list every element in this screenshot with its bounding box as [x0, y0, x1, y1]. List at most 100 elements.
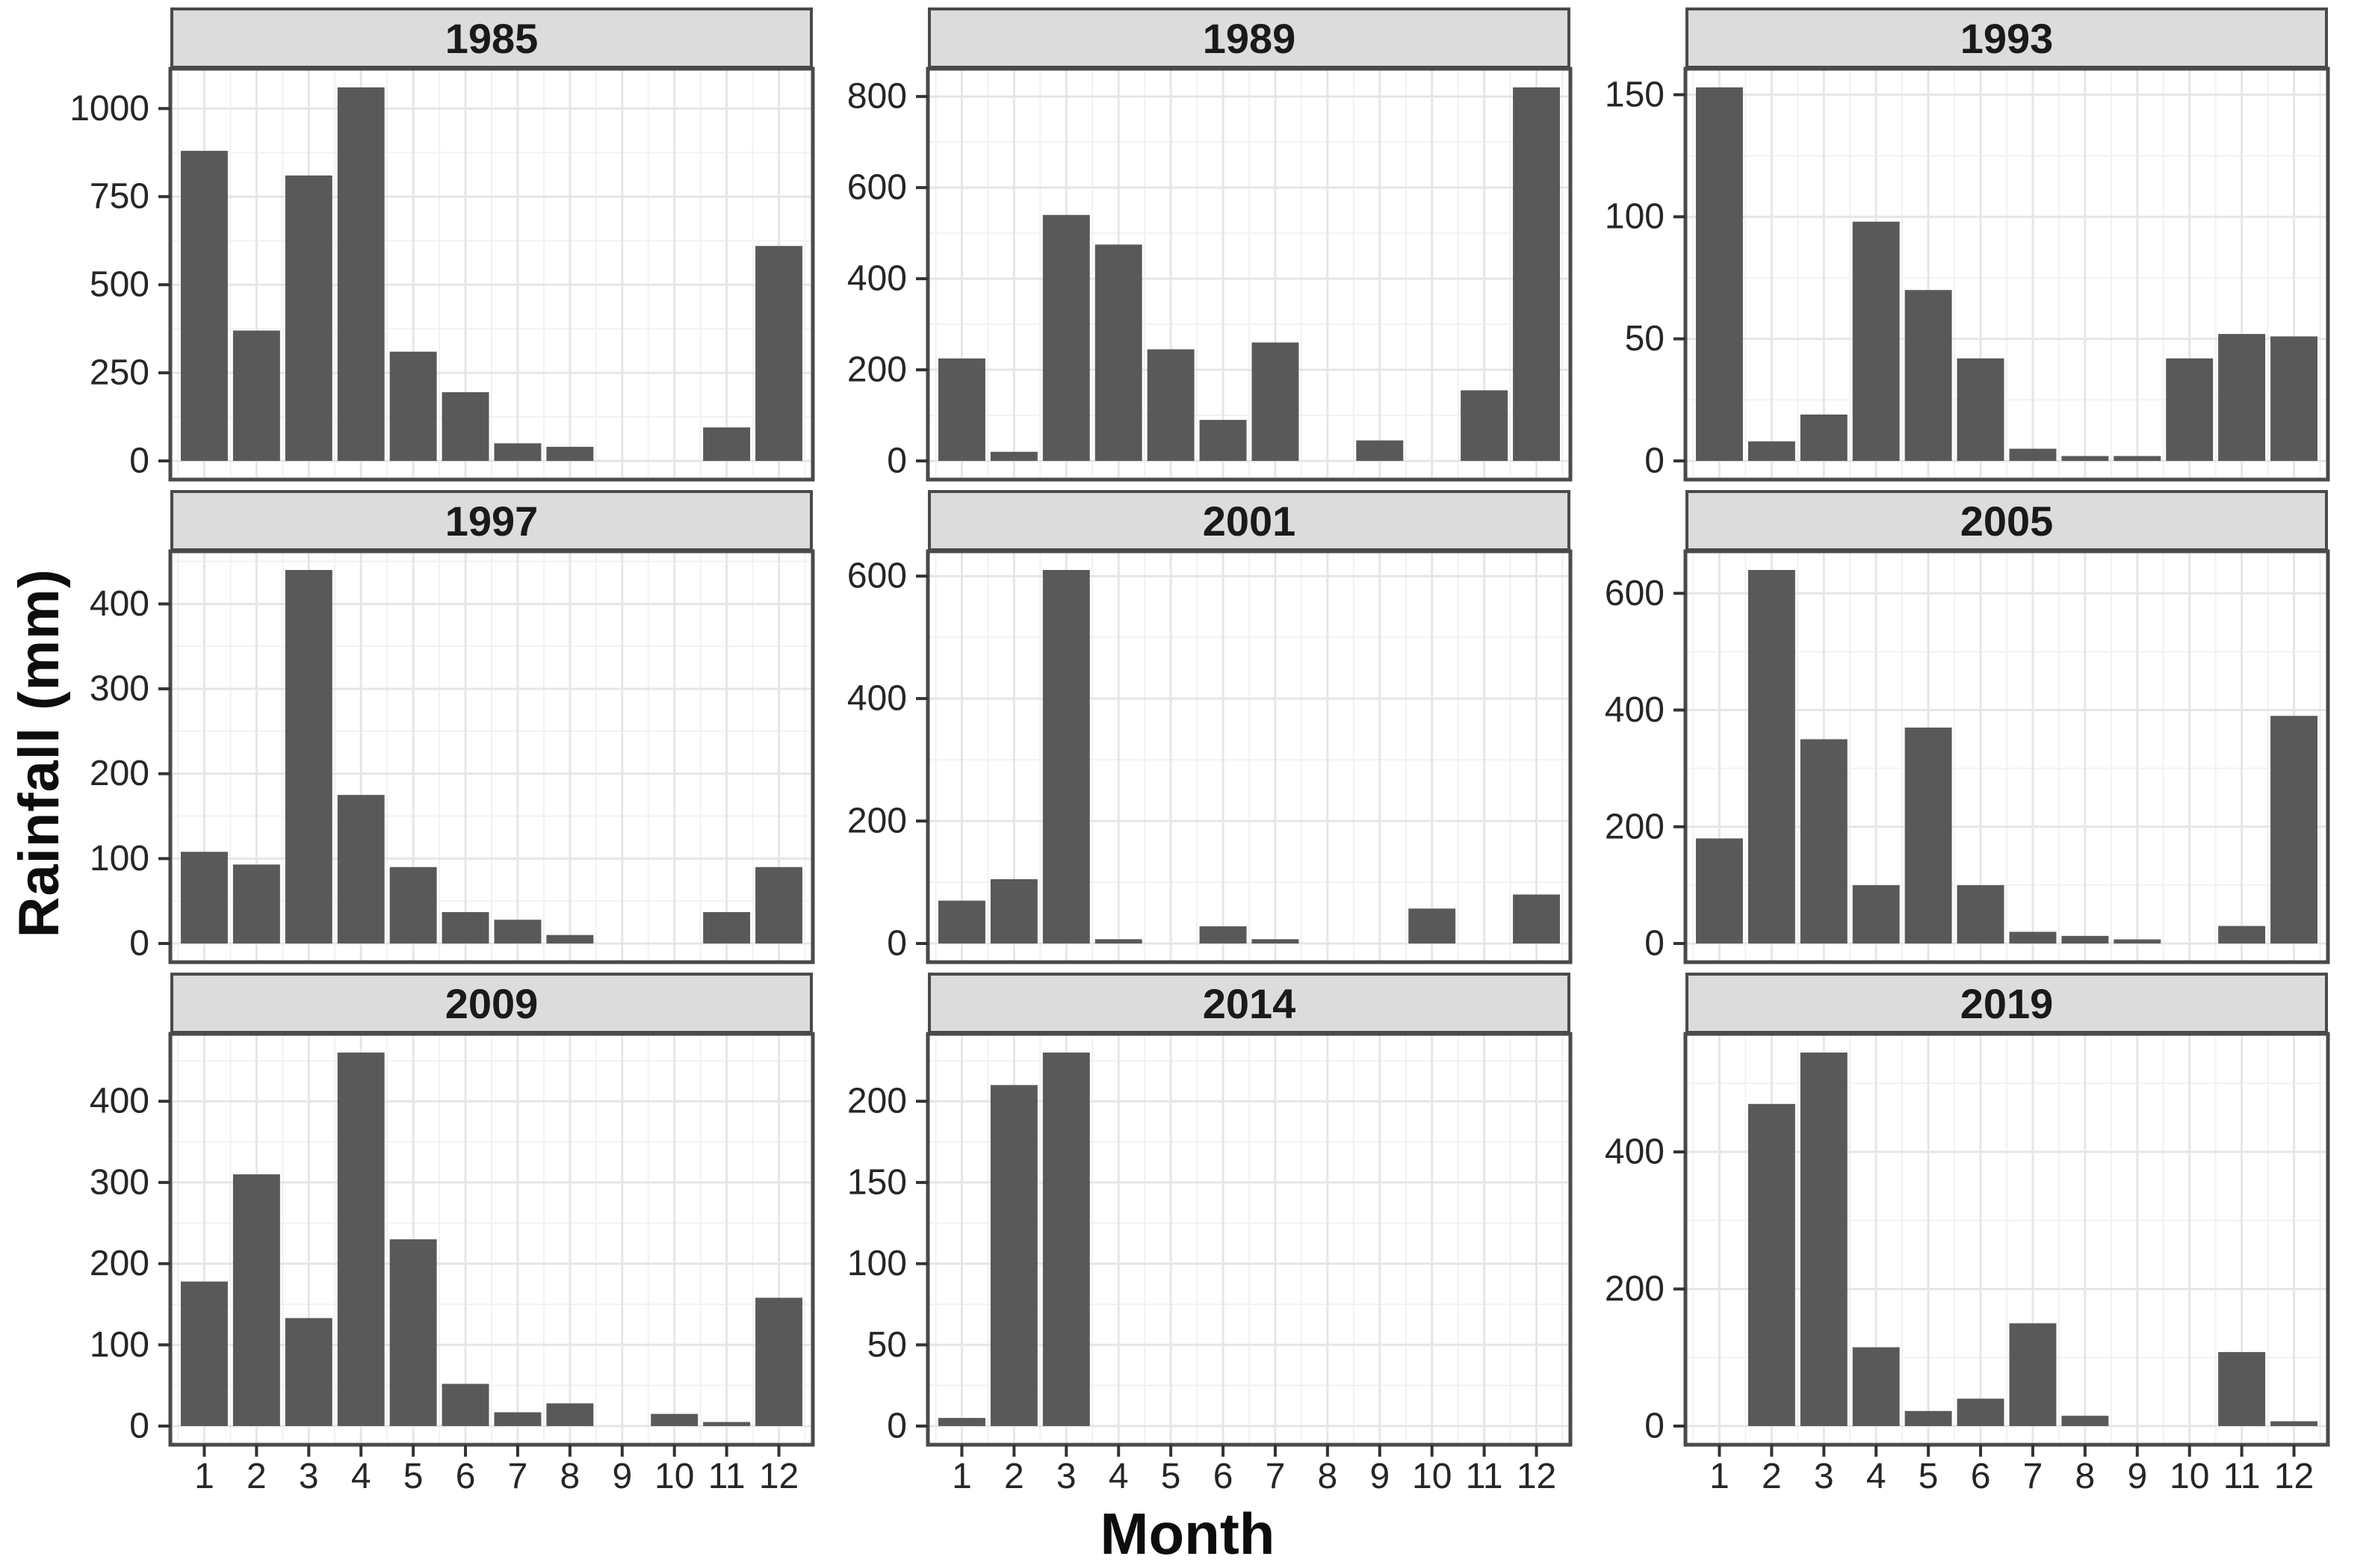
bar-1993-month-2	[1747, 441, 1795, 461]
bar-1989-month-11	[1461, 390, 1508, 461]
bar-2005-month-1	[1695, 838, 1743, 943]
x-tick-label: 9	[2127, 1457, 2147, 1496]
x-tick-label: 12	[1517, 1457, 1556, 1496]
bar-1997-month-3	[285, 570, 332, 943]
bar-2005-month-6	[1957, 884, 2004, 943]
bar-1985-month-4	[337, 87, 385, 461]
bar-2005-month-7	[2009, 932, 2057, 943]
y-tick-label: 750	[90, 177, 149, 217]
bar-2009-month-5	[389, 1239, 437, 1426]
bar-2009-month-6	[442, 1383, 489, 1426]
bar-1989-month-4	[1094, 244, 1142, 461]
facet-1997: 1997 0 100 200 300 400	[73, 490, 820, 964]
x-tick-label: 7	[1266, 1457, 1286, 1496]
y-tick-label: 100	[90, 1325, 149, 1365]
bar-1989-month-7	[1251, 342, 1299, 461]
bar-1997-month-5	[389, 867, 437, 943]
bar-2001-month-10	[1408, 908, 1456, 943]
bar-2005-month-12	[2270, 716, 2318, 943]
bar-1993-month-1	[1695, 87, 1743, 461]
y-tick-label: 300	[90, 1162, 149, 1202]
bar-1997-month-2	[232, 864, 280, 943]
y-tick-label: 0	[1644, 1407, 1665, 1446]
bar-2014-month-1	[938, 1418, 985, 1426]
x-tick-label: 8	[2075, 1457, 2096, 1496]
bar-2019-month-7	[2009, 1323, 2057, 1426]
y-tick-label: 500	[90, 265, 149, 305]
bar-1985-month-7	[494, 443, 542, 461]
x-tick-label: 12	[2274, 1457, 2314, 1496]
bar-1993-month-12	[2270, 336, 2318, 461]
bar-2019-month-4	[1852, 1347, 1900, 1426]
y-axis-title: Rainfall (mm)	[7, 568, 71, 938]
bar-1993-month-6	[1957, 358, 2004, 461]
x-tick-label: 5	[1161, 1457, 1181, 1496]
bar-1985-month-8	[546, 447, 594, 461]
bar-1985-month-1	[180, 150, 228, 461]
x-tick-label: 3	[1056, 1457, 1077, 1496]
y-tick-label: 600	[1605, 574, 1665, 613]
y-tick-label: 150	[1605, 75, 1665, 114]
y-tick-label: 200	[90, 1244, 149, 1283]
x-tick-label: 11	[708, 1457, 746, 1496]
y-tick-label: 400	[847, 259, 907, 299]
x-tick-label: 10	[654, 1457, 694, 1496]
y-tick-label: 0	[1644, 441, 1665, 481]
bar-2009-month-4	[337, 1053, 385, 1426]
bar-1997-month-7	[494, 920, 542, 943]
faceted-rainfall-chart: Rainfall (mm) 1985 0 250 500 750 1000 1989 0 200…	[4, 7, 2335, 1499]
facet-plot: 0 200 400 600	[1605, 549, 2330, 964]
x-tick-label: 5	[1919, 1457, 1939, 1496]
y-tick-label: 0	[887, 441, 907, 481]
y-tick-label: 50	[867, 1325, 907, 1365]
bar-1997-month-4	[337, 795, 385, 943]
bar-2009-month-3	[285, 1318, 332, 1426]
bar-1989-month-9	[1356, 440, 1404, 461]
x-tick-label: 10	[1412, 1457, 1452, 1496]
facet-1989: 1989 0 200 400 600 800	[831, 7, 1578, 482]
bar-2001-month-1	[938, 900, 985, 943]
x-tick-label: 11	[1466, 1457, 1503, 1496]
bar-2005-month-5	[1904, 727, 1952, 943]
y-tick-label: 300	[90, 669, 149, 709]
y-tick-label: 0	[129, 924, 149, 964]
x-tick-label: 11	[2223, 1457, 2261, 1496]
bar-1985-month-12	[755, 246, 803, 461]
x-tick-label: 7	[508, 1457, 528, 1496]
bar-1993-month-8	[2061, 456, 2109, 461]
x-tick-label: 2	[1762, 1457, 1782, 1496]
bar-2001-month-3	[1042, 570, 1090, 943]
bar-2001-month-12	[1513, 894, 1561, 943]
bar-2001-month-6	[1199, 926, 1247, 943]
facet-plot: 0 100 200 300 400	[90, 549, 815, 964]
bar-1997-month-1	[180, 852, 228, 943]
x-tick-label: 5	[403, 1457, 424, 1496]
bar-2005-month-9	[2114, 939, 2161, 943]
bar-2001-month-2	[990, 878, 1038, 943]
y-axis-title-container: Rainfall (mm)	[4, 7, 73, 1499]
bar-1985-month-2	[232, 330, 280, 461]
bar-1985-month-11	[703, 427, 751, 461]
bar-2005-month-8	[2061, 935, 2109, 943]
x-tick-label: 2	[1004, 1457, 1024, 1496]
bar-2019-month-11	[2218, 1351, 2266, 1426]
y-tick-label: 200	[1605, 1269, 1665, 1309]
facet-grid: 1985 0 250 500 750 1000 1989 0 200 400 600 800 1993 0…	[69, 7, 2335, 1499]
bar-2009-month-7	[494, 1412, 542, 1426]
bar-2014-month-3	[1042, 1053, 1090, 1426]
facet-strip-label: 1985	[170, 7, 813, 69]
x-tick-label: 8	[1318, 1457, 1338, 1496]
y-tick-label: 400	[90, 1082, 149, 1121]
bar-2001-month-7	[1251, 939, 1299, 943]
bar-2009-month-2	[232, 1174, 280, 1426]
bar-1993-month-10	[2166, 358, 2214, 461]
x-tick-label: 3	[1814, 1457, 1834, 1496]
y-tick-label: 0	[129, 441, 149, 481]
bar-1985-month-3	[285, 175, 332, 461]
y-tick-label: 0	[887, 1407, 907, 1446]
bar-2005-month-2	[1747, 570, 1795, 943]
bar-1989-month-6	[1199, 420, 1247, 461]
bar-2019-month-8	[2061, 1416, 2109, 1426]
